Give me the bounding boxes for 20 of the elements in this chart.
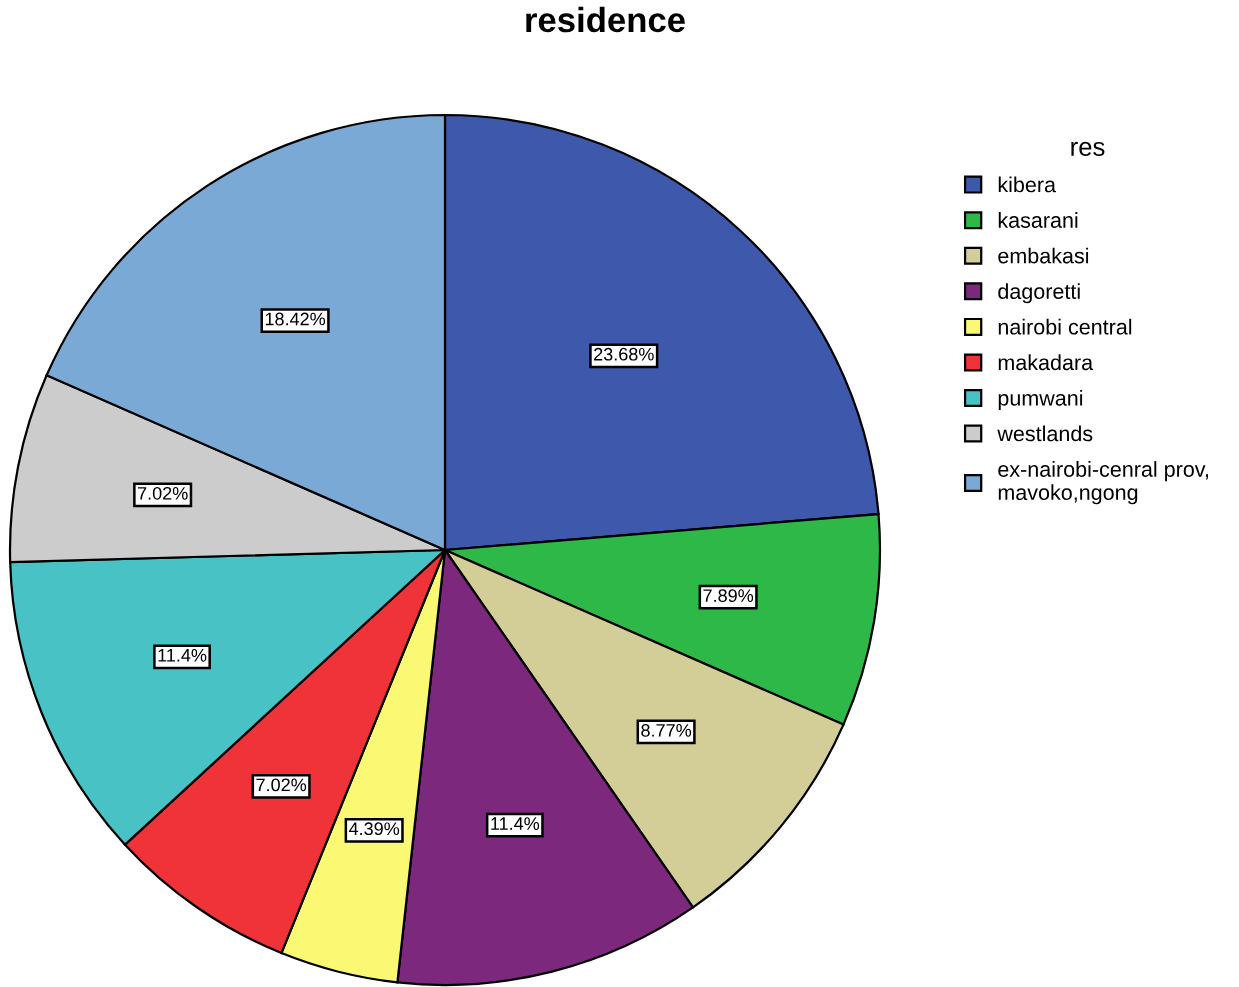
- data-label: 11.4%: [491, 817, 540, 830]
- data-label: 4.39%: [348, 822, 400, 836]
- data-label: 7.89%: [703, 589, 754, 603]
- data-label: 23.68%: [594, 347, 654, 361]
- data-label: 11.4%: [158, 649, 207, 662]
- legend-label: makadara: [998, 354, 1094, 371]
- legend-label: ex-nairobi-cenral prov, mavoko,ngong: [998, 461, 1209, 505]
- chart-title: residence: [526, 6, 685, 33]
- legend-title: res: [1071, 141, 1105, 156]
- legend-label: nairobi central: [998, 318, 1132, 335]
- data-label: 8.77%: [641, 724, 692, 737]
- data-label: 7.02%: [256, 778, 307, 792]
- legend-label: pumwani: [998, 389, 1083, 410]
- legend-label: dagoretti: [998, 283, 1080, 304]
- data-label: 18.42%: [265, 312, 326, 326]
- legend-label: westlands: [997, 425, 1093, 442]
- legend-label: kasarani: [998, 212, 1078, 228]
- legend-label: kibera: [998, 176, 1056, 193]
- legend-label: embakasi: [998, 247, 1089, 264]
- data-label: 7.02%: [138, 486, 188, 500]
